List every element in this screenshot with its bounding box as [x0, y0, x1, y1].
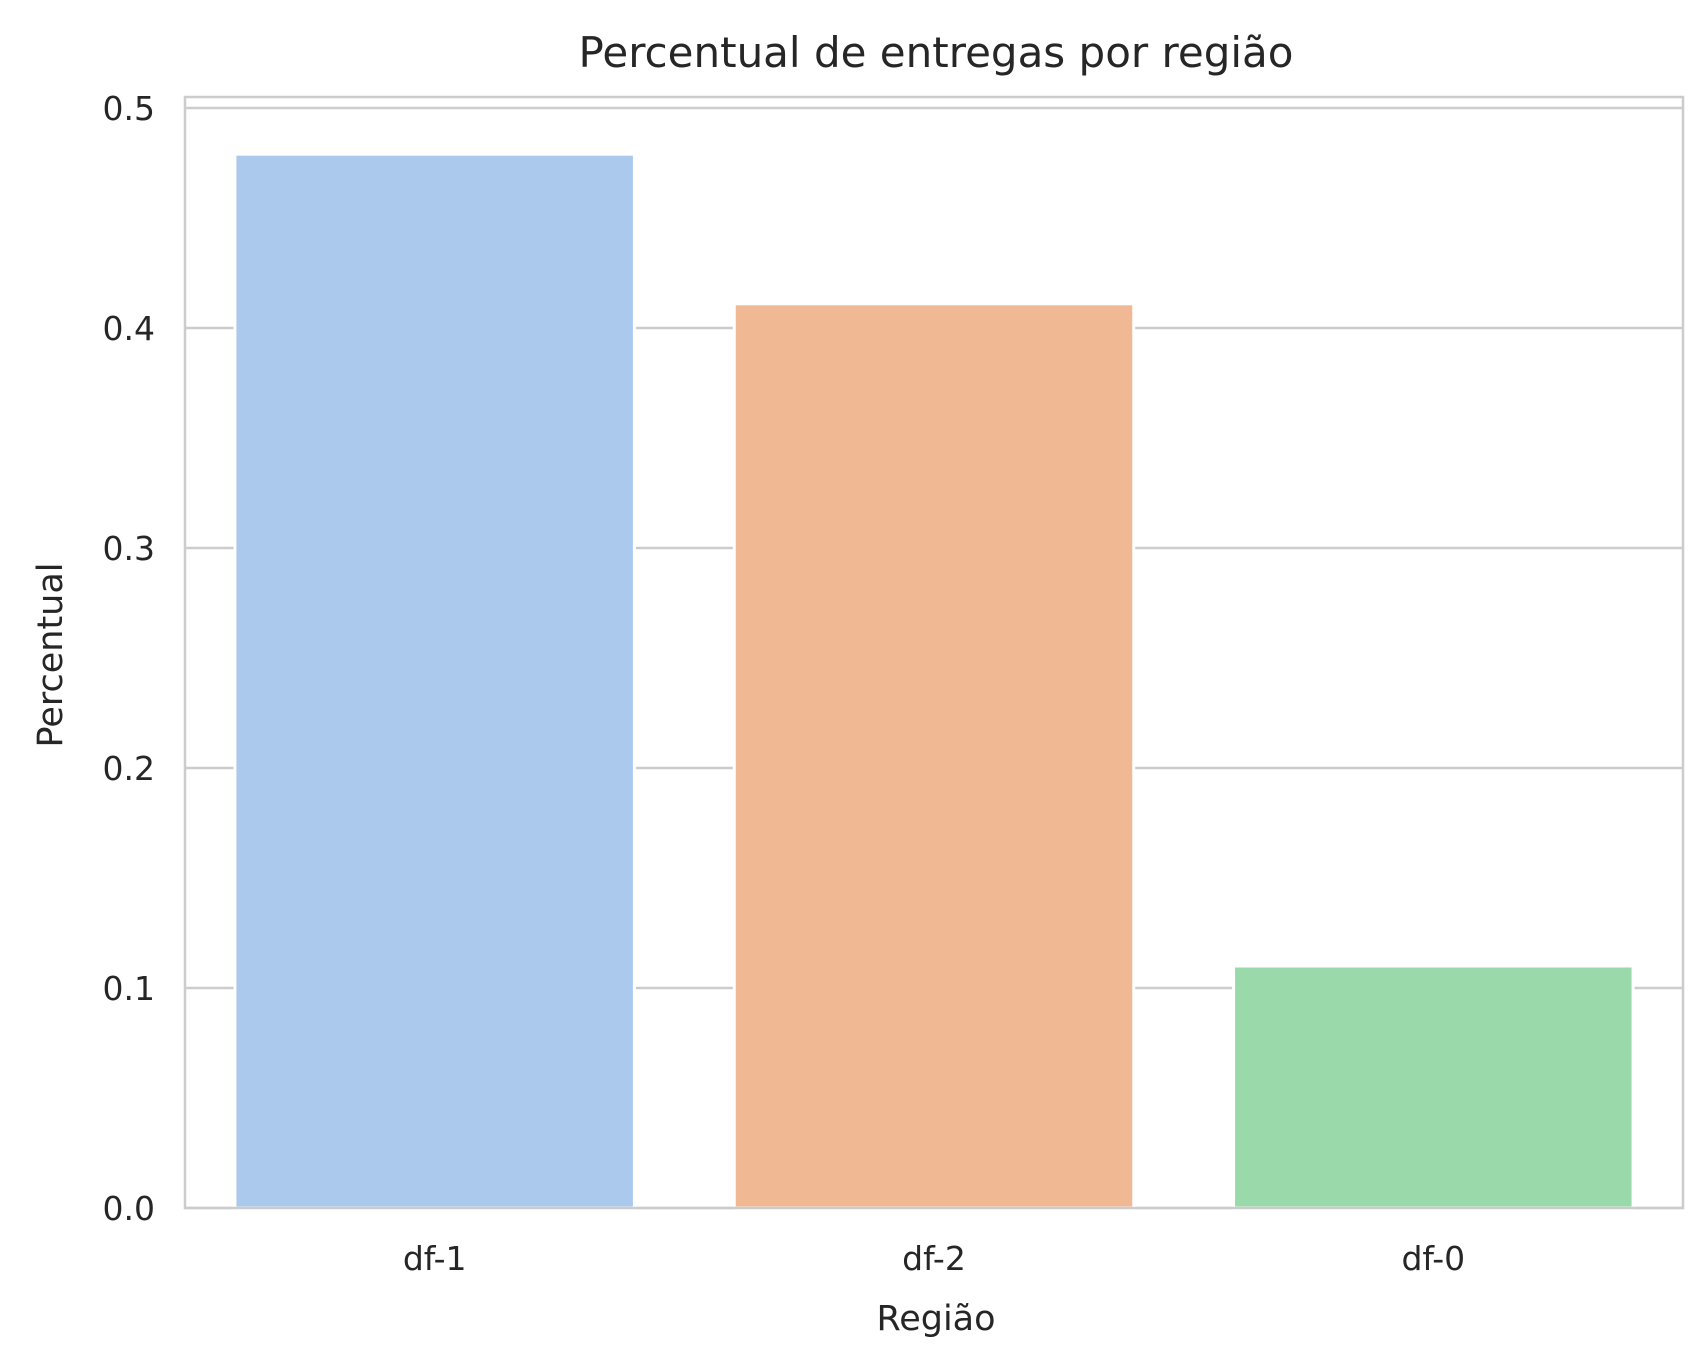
y-axis-ticks: 0.0 0.1 0.2 0.3 0.4 0.5 — [103, 89, 155, 1228]
y-tick-label: 0.0 — [103, 1189, 155, 1228]
y-tick-label: 0.3 — [103, 529, 155, 568]
bars — [233, 152, 1635, 1210]
x-tick-label: df-2 — [902, 1239, 966, 1278]
plot-frame — [183, 95, 1685, 1210]
bar-df-1 — [233, 152, 636, 1210]
x-axis-ticks: df-1 df-2 df-0 — [403, 1239, 1465, 1278]
y-tick-label: 0.2 — [103, 749, 155, 788]
bar-df-0 — [1232, 964, 1635, 1210]
x-axis-label: Região — [876, 1299, 995, 1339]
x-tick-label: df-0 — [1401, 1239, 1465, 1278]
y-tick-label: 0.1 — [103, 969, 155, 1008]
y-tick-label: 0.4 — [103, 309, 155, 348]
y-tick-label: 0.5 — [103, 89, 155, 128]
bar-df-2 — [732, 302, 1136, 1210]
y-axis-label: Percentual — [31, 562, 71, 747]
x-tick-label: df-1 — [403, 1239, 467, 1278]
chart-title: Percentual de entregas por região — [579, 28, 1294, 77]
